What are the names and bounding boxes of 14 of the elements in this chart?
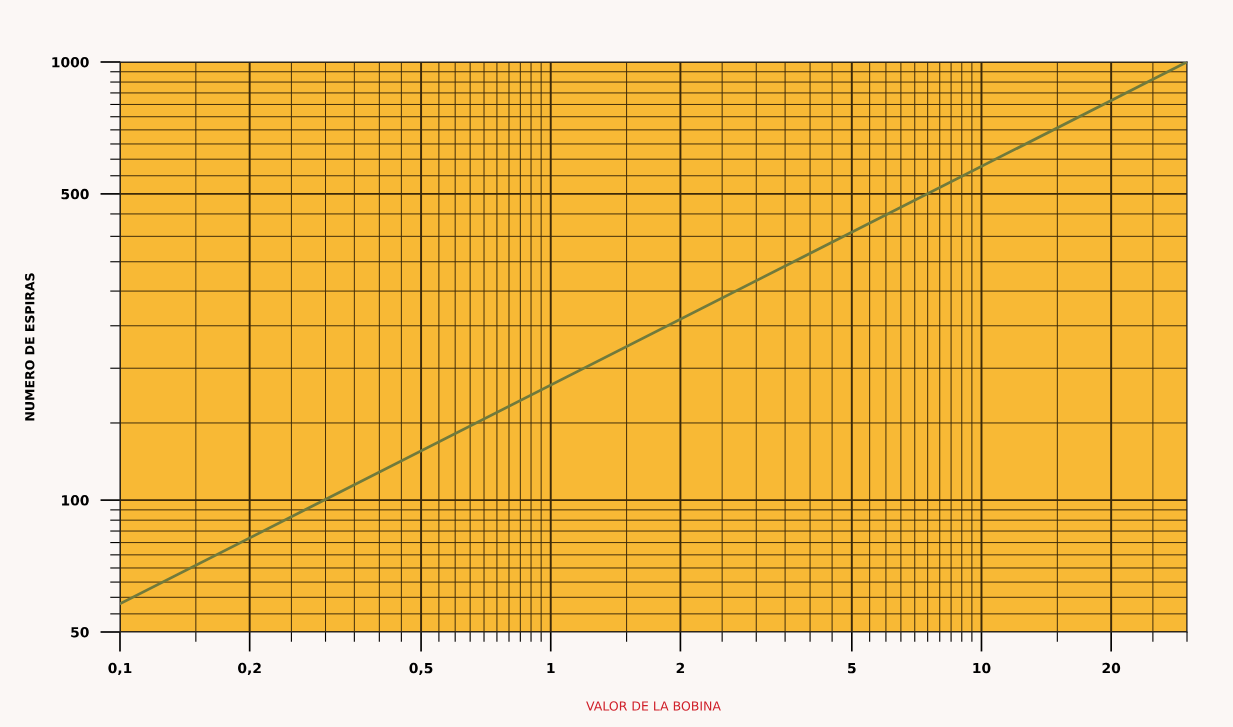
x-tick-label: 5 [848,662,856,674]
x-tick-label: 10 [973,662,991,674]
y-tick-label: 1000 [52,56,89,68]
y-axis-title: NUMERO DE ESPIRAS [25,273,35,421]
x-tick-label: 0,5 [409,662,433,676]
x-tick-label: 1 [547,662,555,674]
x-tick-label: 0,2 [238,662,261,676]
y-tick-label: 500 [61,188,89,200]
y-tick-label: 50 [71,626,89,638]
x-tick-label: 0,1 [108,662,132,676]
x-tick-label: 20 [1102,662,1121,674]
y-tick-label: 100 [62,495,89,506]
x-axis-title: VALOR DE LA BOBINA [586,701,721,711]
x-tick-label: 2 [676,662,685,674]
